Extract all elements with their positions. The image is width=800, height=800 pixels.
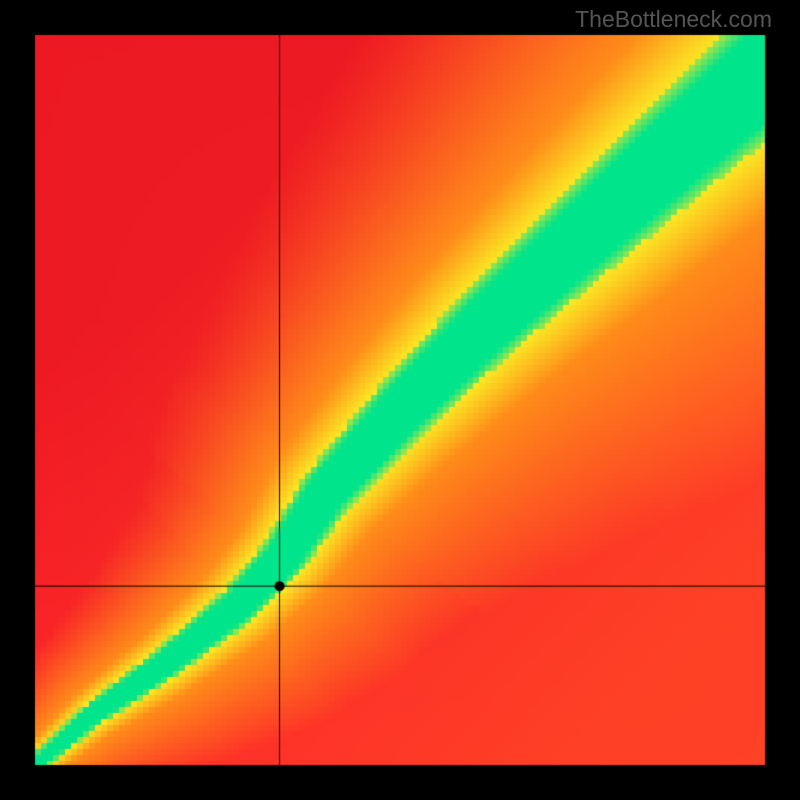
bottleneck-heatmap bbox=[0, 0, 800, 800]
watermark-text: TheBottleneck.com bbox=[575, 6, 772, 33]
